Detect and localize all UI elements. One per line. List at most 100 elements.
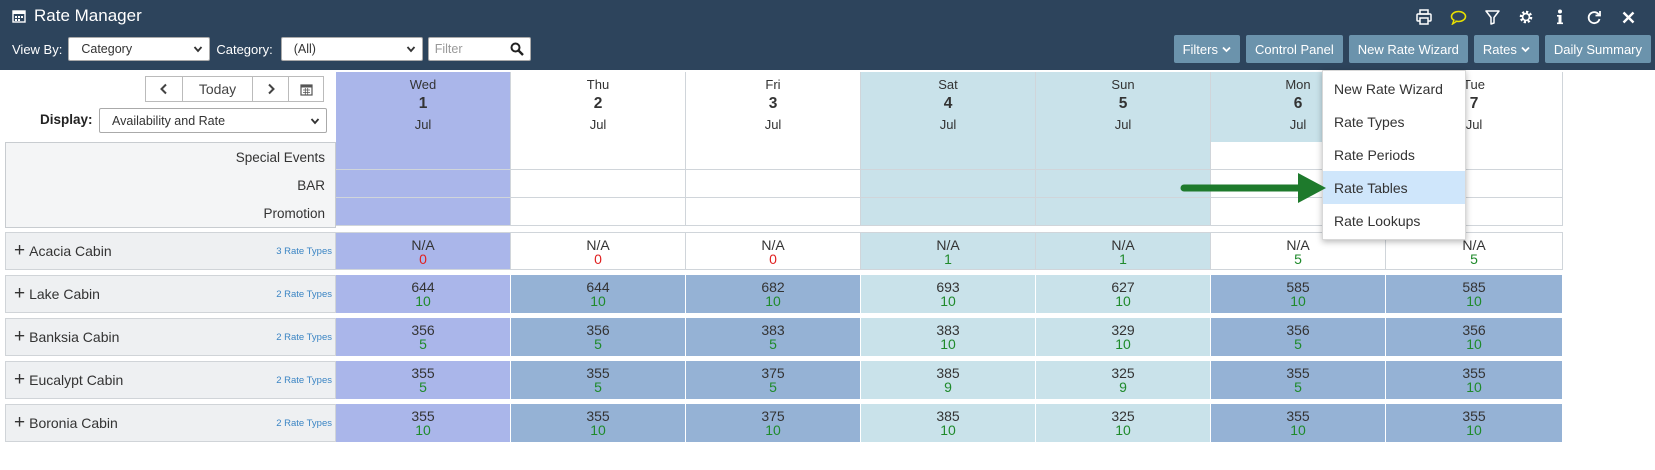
info-icon[interactable] bbox=[1543, 6, 1577, 28]
print-icon[interactable] bbox=[1407, 6, 1441, 28]
menu-item-rate-periods[interactable]: Rate Periods bbox=[1323, 138, 1465, 171]
day-header[interactable]: Wed 1 Jul bbox=[336, 72, 511, 142]
rate-cell[interactable]: 375 10 bbox=[686, 404, 861, 442]
rate-cell[interactable]: 355 5 bbox=[336, 361, 511, 399]
rates-button[interactable]: Rates bbox=[1474, 35, 1539, 63]
rate-cell[interactable]: 329 10 bbox=[1036, 318, 1211, 356]
rate-cell[interactable]: 355 10 bbox=[1386, 404, 1563, 442]
day-header[interactable]: Sat 4 Jul bbox=[861, 72, 1036, 142]
expand-plus-icon[interactable]: + bbox=[14, 240, 25, 262]
availability-value: 9 bbox=[861, 380, 1035, 394]
rate-cell[interactable]: 693 10 bbox=[861, 275, 1036, 313]
special-row-cell[interactable] bbox=[1036, 142, 1211, 170]
rate-cell[interactable]: 356 5 bbox=[336, 318, 511, 356]
rate-value: 355 bbox=[511, 409, 685, 423]
rate-cell[interactable]: 356 10 bbox=[1386, 318, 1563, 356]
refresh-icon[interactable] bbox=[1577, 6, 1611, 28]
header-bar: Rate Manager View By: Category Categ bbox=[0, 0, 1655, 70]
rate-types-link[interactable]: 2 Rate Types bbox=[276, 375, 332, 386]
menu-item-rate-lookups[interactable]: Rate Lookups bbox=[1323, 204, 1465, 237]
prev-date-button[interactable] bbox=[146, 77, 183, 101]
next-date-button[interactable] bbox=[253, 77, 289, 101]
special-row-cell[interactable] bbox=[336, 170, 511, 198]
rate-cell[interactable]: N/A 0 bbox=[511, 232, 686, 270]
menu-item-new-rate-wizard[interactable]: New Rate Wizard bbox=[1323, 72, 1465, 105]
rate-value: 355 bbox=[336, 409, 510, 423]
rate-cell[interactable]: N/A 1 bbox=[1036, 232, 1211, 270]
rate-value: 355 bbox=[1211, 366, 1385, 380]
special-row-cell[interactable] bbox=[861, 198, 1036, 226]
availability-value: 5 bbox=[336, 337, 510, 351]
availability-value: 10 bbox=[1386, 294, 1562, 308]
rate-cell[interactable]: 356 5 bbox=[511, 318, 686, 356]
rate-cell[interactable]: 375 5 bbox=[686, 361, 861, 399]
rate-cell[interactable]: 383 5 bbox=[686, 318, 861, 356]
expand-plus-icon[interactable]: + bbox=[14, 369, 25, 391]
availability-value: 5 bbox=[1211, 252, 1385, 266]
rate-cell[interactable]: 385 9 bbox=[861, 361, 1036, 399]
rate-types-link[interactable]: 2 Rate Types bbox=[276, 418, 332, 429]
special-row-cell[interactable] bbox=[861, 142, 1036, 170]
expand-plus-icon[interactable]: + bbox=[14, 412, 25, 434]
display-select[interactable]: Availability and Rate bbox=[99, 108, 327, 133]
rate-cell[interactable]: 627 10 bbox=[1036, 275, 1211, 313]
special-row-cell[interactable] bbox=[511, 142, 686, 170]
rate-cell[interactable]: 644 10 bbox=[336, 275, 511, 313]
rate-cell[interactable]: 355 10 bbox=[1211, 404, 1386, 442]
new-rate-wizard-button[interactable]: New Rate Wizard bbox=[1349, 35, 1468, 63]
view-by-select[interactable]: Category bbox=[68, 37, 210, 61]
daily-summary-button[interactable]: Daily Summary bbox=[1545, 35, 1651, 63]
rate-cell[interactable]: 585 10 bbox=[1211, 275, 1386, 313]
rate-cell[interactable]: 644 10 bbox=[511, 275, 686, 313]
expand-plus-icon[interactable]: + bbox=[14, 283, 25, 305]
rate-cell[interactable]: 682 10 bbox=[686, 275, 861, 313]
close-icon[interactable] bbox=[1611, 6, 1645, 28]
special-row-cell[interactable] bbox=[336, 142, 511, 170]
special-row-cell[interactable] bbox=[336, 198, 511, 226]
filters-button[interactable]: Filters bbox=[1174, 35, 1240, 63]
rate-types-link[interactable]: 2 Rate Types bbox=[276, 289, 332, 300]
availability-value: 10 bbox=[861, 423, 1035, 437]
rate-cell[interactable]: N/A 0 bbox=[686, 232, 861, 270]
special-row-cell[interactable] bbox=[686, 170, 861, 198]
rate-cell[interactable]: N/A 1 bbox=[861, 232, 1036, 270]
rate-cell[interactable]: 355 10 bbox=[511, 404, 686, 442]
expand-plus-icon[interactable]: + bbox=[14, 326, 25, 348]
day-header[interactable]: Fri 3 Jul bbox=[686, 72, 861, 142]
title-area: Rate Manager bbox=[12, 6, 142, 26]
date-picker-button[interactable] bbox=[289, 77, 323, 101]
rate-cell[interactable]: 383 10 bbox=[861, 318, 1036, 356]
rate-cell[interactable]: 356 5 bbox=[1211, 318, 1386, 356]
day-header[interactable]: Sun 5 Jul bbox=[1036, 72, 1211, 142]
rate-cell[interactable]: 585 10 bbox=[1386, 275, 1563, 313]
category-select[interactable]: (All) bbox=[281, 37, 423, 61]
rate-types-link[interactable]: 2 Rate Types bbox=[276, 332, 332, 343]
rate-cell[interactable]: 355 10 bbox=[1386, 361, 1563, 399]
special-row-cell[interactable] bbox=[686, 142, 861, 170]
today-button[interactable]: Today bbox=[183, 77, 253, 101]
filter-placeholder: Filter bbox=[435, 42, 463, 56]
day-number: 4 bbox=[861, 95, 1035, 113]
rate-cell[interactable]: N/A 0 bbox=[336, 232, 511, 270]
search-icon[interactable] bbox=[510, 42, 524, 56]
filter-input[interactable]: Filter bbox=[428, 37, 531, 61]
control-panel-button[interactable]: Control Panel bbox=[1246, 35, 1343, 63]
rate-cell[interactable]: 355 10 bbox=[336, 404, 511, 442]
gear-icon[interactable] bbox=[1509, 6, 1543, 28]
special-row-cell[interactable] bbox=[861, 170, 1036, 198]
special-row-cell[interactable] bbox=[511, 170, 686, 198]
rate-cell[interactable]: 325 9 bbox=[1036, 361, 1211, 399]
day-header[interactable]: Thu 2 Jul bbox=[511, 72, 686, 142]
menu-item-rate-types[interactable]: Rate Types bbox=[1323, 105, 1465, 138]
rate-cell[interactable]: 385 10 bbox=[861, 404, 1036, 442]
view-by-value: Category bbox=[81, 42, 132, 56]
chat-icon[interactable] bbox=[1441, 6, 1475, 28]
rate-cell[interactable]: 355 5 bbox=[511, 361, 686, 399]
rate-types-link[interactable]: 3 Rate Types bbox=[276, 246, 332, 257]
rate-cell[interactable]: 355 5 bbox=[1211, 361, 1386, 399]
special-row-cell[interactable] bbox=[686, 198, 861, 226]
menu-item-rate-tables[interactable]: Rate Tables bbox=[1323, 171, 1465, 204]
special-row-cell[interactable] bbox=[511, 198, 686, 226]
filter-icon[interactable] bbox=[1475, 6, 1509, 28]
rate-cell[interactable]: 325 10 bbox=[1036, 404, 1211, 442]
